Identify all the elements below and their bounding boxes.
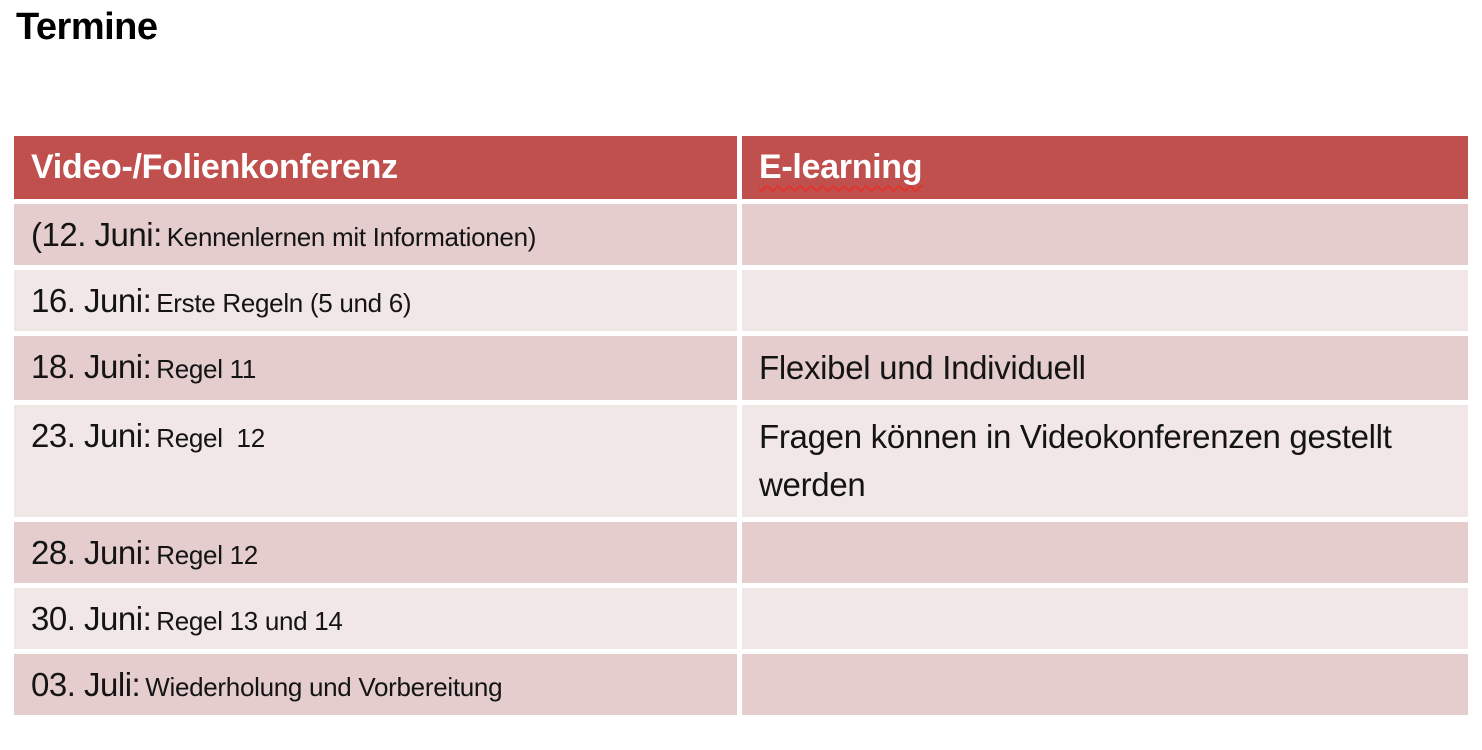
row-topic: Regel 11 <box>156 354 256 384</box>
row-date: 28. Juni: <box>31 534 152 571</box>
table-row-elearning-cell <box>742 522 1468 583</box>
table-row-date-cell: 16. Juni: Erste Regeln (5 und 6) <box>14 270 737 331</box>
table-row-elearning-cell: Flexibel und Individuell <box>742 336 1468 400</box>
table-row-date-cell: (12. Juni: Kennenlernen mit Informationen… <box>14 204 737 265</box>
column-header-label: E-learning <box>759 148 923 186</box>
row-date: 18. Juni: <box>31 348 152 385</box>
table-row-elearning-cell: Fragen können in Videokonferenzen gestel… <box>742 405 1468 517</box>
table-row-date-cell: 18. Juni: Regel 11 <box>14 336 737 400</box>
table-row-date-cell: 28. Juni: Regel 12 <box>14 522 737 583</box>
row-date: 03. Juli: <box>31 666 141 703</box>
row-elearning-text: Fragen können in Videokonferenzen gestel… <box>759 418 1392 503</box>
table-row-elearning-cell <box>742 588 1468 649</box>
row-topic: Regel 13 und 14 <box>156 606 343 636</box>
row-topic: Regel 12 <box>156 423 265 453</box>
table-row-date-cell: 23. Juni: Regel 12 <box>14 405 737 517</box>
table-row-elearning-cell <box>742 270 1468 331</box>
page-title: Termine <box>16 6 158 48</box>
row-date: 16. Juni: <box>31 282 152 319</box>
table-row-date-cell: 30. Juni: Regel 13 und 14 <box>14 588 737 649</box>
table-row-elearning-cell <box>742 654 1468 715</box>
column-header-elearning: E-learning <box>742 136 1468 199</box>
row-topic: Regel 12 <box>156 540 258 570</box>
column-header-label: Video-/Folienkonferenz <box>31 148 398 186</box>
row-topic: Erste Regeln (5 und 6) <box>156 288 412 318</box>
row-date: 23. Juni: <box>31 417 152 454</box>
row-elearning-text: Flexibel und Individuell <box>759 349 1086 386</box>
row-topic: Wiederholung und Vorbereitung <box>145 672 503 702</box>
row-date: 30. Juni: <box>31 600 152 637</box>
column-header-videokonferenz: Video-/Folienkonferenz <box>14 136 737 199</box>
schedule-table: Video-/Folienkonferenz E-learning (12. J… <box>14 136 1468 715</box>
row-date: (12. Juni: <box>31 216 162 253</box>
row-topic: Kennenlernen mit Informationen) <box>166 222 537 252</box>
table-row-elearning-cell <box>742 204 1468 265</box>
table-row-date-cell: 03. Juli: Wiederholung und Vorbereitung <box>14 654 737 715</box>
